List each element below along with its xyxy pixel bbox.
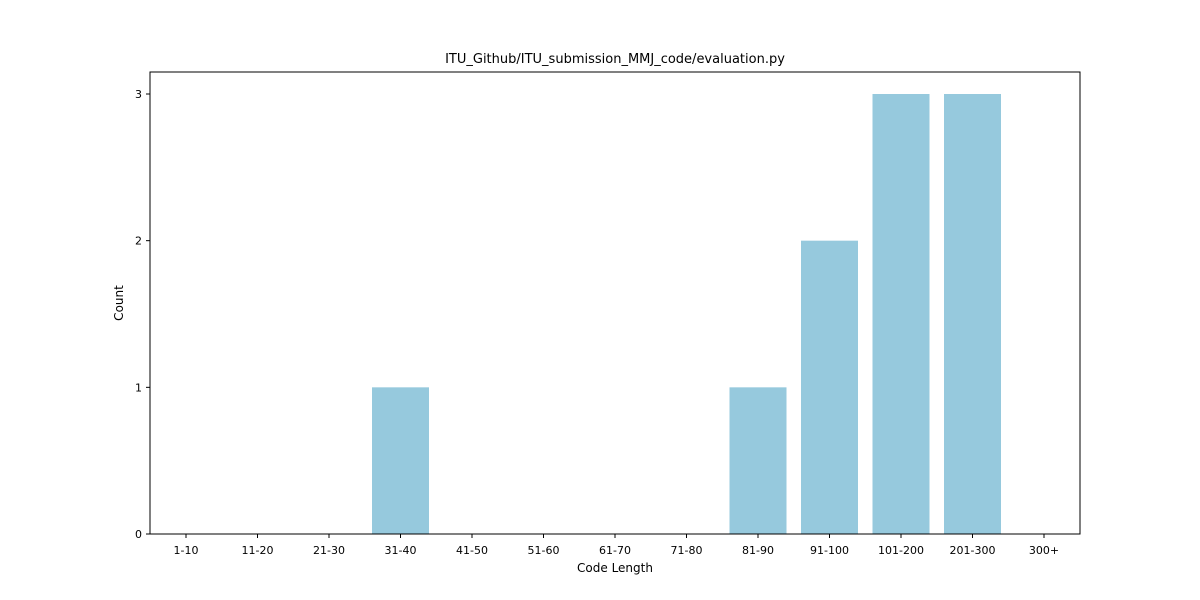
- x-tick-label: 51-60: [528, 544, 560, 557]
- x-axis-ticks: 1-10 11-20 21-30 31-40 41-50 51-60 61-70 71-80 8…: [174, 534, 1059, 557]
- x-tick-label: 81-90: [742, 544, 774, 557]
- y-axis-ticks: 0 1 2 3: [135, 88, 150, 541]
- y-axis-label: Count: [112, 285, 126, 321]
- x-tick-label: 61-70: [599, 544, 631, 557]
- x-tick-label: 31-40: [385, 544, 417, 557]
- y-tick-label: 1: [135, 381, 142, 394]
- bar-91-100: [801, 240, 858, 534]
- bars-group: [372, 94, 1001, 534]
- x-tick-label: 41-50: [456, 544, 488, 557]
- x-tick-label: 21-30: [313, 544, 345, 557]
- y-tick-label: 3: [135, 88, 142, 101]
- x-tick-label: 91-100: [810, 544, 849, 557]
- bar-201-300: [944, 94, 1001, 534]
- chart-title: ITU_Github/ITU_submission_MMJ_code/evalu…: [445, 52, 785, 67]
- x-tick-label: 11-20: [242, 544, 274, 557]
- x-tick-label: 300+: [1029, 544, 1059, 557]
- x-tick-label: 101-200: [878, 544, 924, 557]
- x-axis-label: Code Length: [577, 561, 653, 575]
- y-tick-label: 2: [135, 235, 142, 248]
- y-tick-label: 0: [135, 528, 142, 541]
- bar-31-40: [372, 387, 429, 534]
- x-tick-label: 71-80: [671, 544, 703, 557]
- plot-frame: [149, 71, 1081, 535]
- x-tick-label: 201-300: [950, 544, 996, 557]
- bar-101-200: [872, 94, 930, 534]
- x-tick-label: 1-10: [174, 544, 199, 557]
- bar-81-90: [729, 387, 787, 534]
